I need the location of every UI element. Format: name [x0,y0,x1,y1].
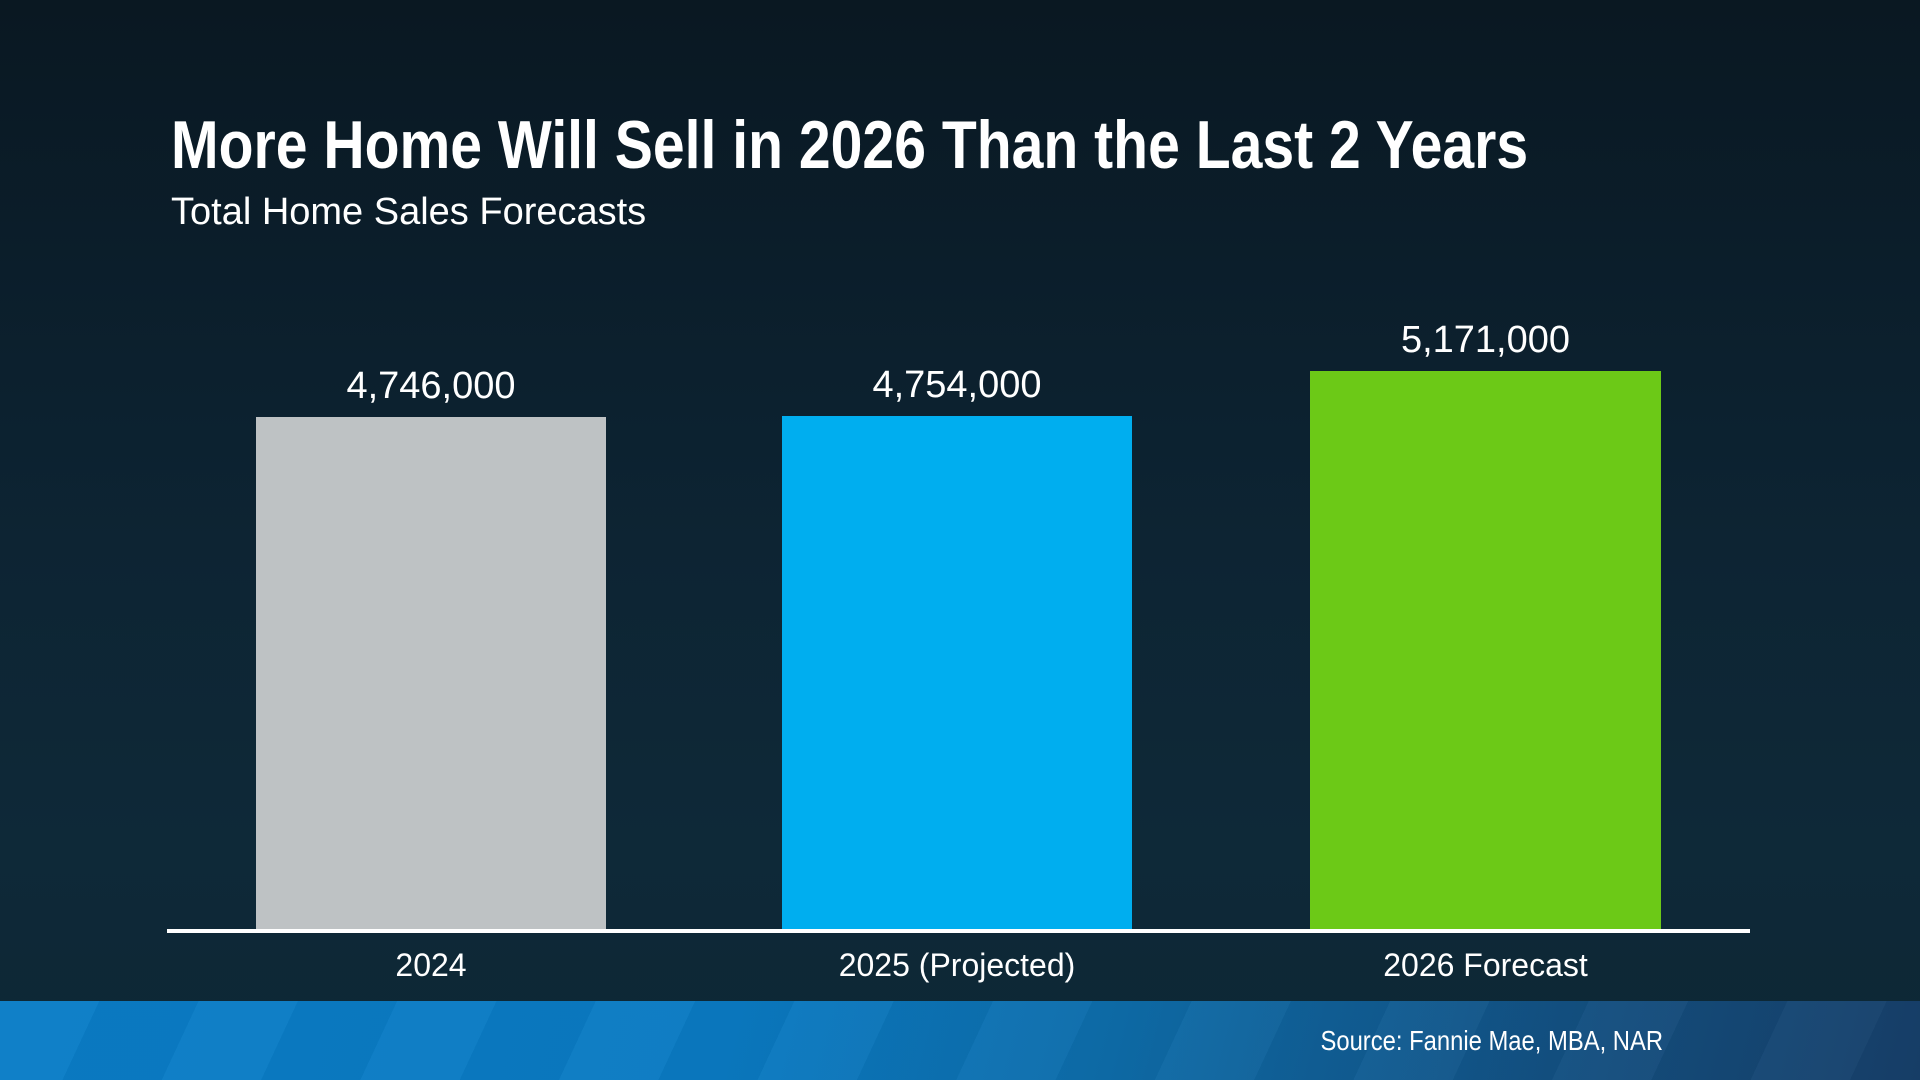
axis-label-2024: 2024 [395,947,467,983]
bar-value-label-2025: 4,754,000 [872,364,1042,406]
bar-2026 [1310,371,1661,929]
page-subtitle: Total Home Sales Forecasts [171,190,647,233]
page-title: More Home Will Sell in 2026 Than the Las… [171,106,1529,183]
footer-bar: Source: Fannie Mae, MBA, NAR [0,1001,1920,1080]
bar-group-2026: 5,171,000 [1310,321,1661,929]
axis-label-2026: 2026 Forecast [1383,947,1588,983]
bar-value-label-2026: 5,171,000 [1400,319,1571,361]
bar-2025 [782,416,1132,929]
axis-label-2025: 2025 (Projected) [838,947,1076,983]
bar-group-2025: 4,754,000 [782,366,1132,929]
bar-group-2024: 4,746,000 [256,367,606,929]
x-axis-line [167,929,1750,933]
source-text: Source: Fannie Mae, MBA, NAR [1320,1024,1663,1056]
bar-2024 [256,417,606,929]
bar-value-label-2024: 4,746,000 [346,365,516,407]
